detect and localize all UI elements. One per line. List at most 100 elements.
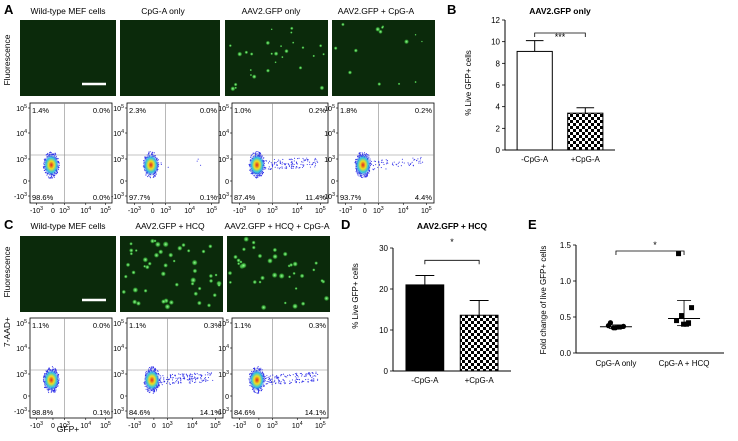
quadrant-ur-label: 0.3%	[204, 321, 221, 330]
quadrant-ll-label: 93.7%	[340, 193, 362, 202]
event-dot	[194, 373, 196, 375]
significance-bracket	[615, 250, 685, 255]
event-dot	[420, 162, 422, 164]
event-dot	[308, 373, 310, 375]
event-dot	[188, 382, 190, 384]
event-dot	[295, 167, 297, 169]
event-dot	[412, 164, 414, 166]
event-dot	[317, 378, 319, 380]
event-dot	[289, 382, 292, 384]
gfp-cell	[403, 38, 410, 45]
event-dot	[409, 163, 412, 166]
event-dot	[315, 158, 317, 161]
event-dot	[160, 376, 162, 378]
micrograph-7	[227, 236, 330, 312]
y-tick-label: 30	[379, 244, 388, 253]
y-tick-label: -103	[111, 192, 124, 201]
y-tick-label: 104	[324, 129, 335, 138]
y-tick-label: 104	[16, 344, 27, 353]
event-dot	[167, 381, 169, 383]
event-dot	[186, 379, 188, 381]
event-dot	[155, 173, 157, 175]
event-dot	[185, 373, 187, 375]
event-dot	[315, 375, 317, 377]
event-dot	[270, 381, 272, 383]
event-dot	[314, 157, 316, 159]
event-dot	[290, 164, 292, 166]
event-dot	[266, 380, 268, 383]
event-dot	[200, 378, 202, 380]
event-dot	[383, 163, 385, 166]
event-dot	[288, 374, 291, 376]
event-dot	[264, 380, 266, 382]
event-dot	[261, 388, 263, 390]
c-col-title-3: AAV2.GFP + HCQ + CpG-A	[224, 221, 329, 231]
event-dot	[360, 175, 362, 177]
quadrant-lr-label: 0.1%	[93, 408, 110, 417]
event-dot	[309, 372, 311, 374]
event-dot	[269, 168, 271, 170]
density-core	[354, 154, 371, 176]
x-tick-label: 105	[315, 206, 326, 215]
event-dot	[158, 384, 160, 386]
event-dot	[148, 366, 151, 369]
event-dot	[301, 374, 303, 376]
event-dot	[200, 374, 202, 376]
event-dot	[274, 376, 276, 378]
panel-d-bar-chart: AAV2.GFP + HCQ % Live GFP+ cells * 0 10 20…	[351, 221, 511, 385]
event-dot	[268, 381, 270, 383]
event-dot	[366, 175, 368, 177]
x-tick-label: 105	[206, 206, 217, 215]
event-dot	[314, 161, 316, 163]
event-dot	[367, 154, 369, 156]
quadrant-ur-label: 0.0%	[93, 106, 110, 115]
event-dot	[314, 164, 316, 166]
y-tick-label: 0	[23, 394, 27, 401]
gfp-cell	[196, 300, 202, 306]
event-dot	[250, 156, 252, 158]
event-dot	[302, 164, 304, 166]
event-dot	[159, 381, 162, 383]
event-dot	[306, 159, 309, 161]
event-dot	[50, 175, 53, 177]
event-dot	[258, 151, 261, 154]
event-dot	[375, 164, 377, 166]
event-dot	[306, 163, 308, 166]
event-dot	[408, 164, 410, 167]
event-dot	[385, 168, 387, 170]
x-tick-label: -103	[233, 206, 246, 215]
event-dot	[149, 177, 152, 179]
event-dot	[157, 370, 159, 372]
event-dot	[201, 374, 203, 377]
y-tick-label: 103	[218, 370, 229, 379]
gfp-cell	[378, 29, 383, 35]
bar-2	[459, 314, 499, 372]
event-dot	[195, 381, 197, 383]
gfp-cell	[279, 44, 283, 48]
event-dot	[177, 377, 179, 379]
event-dot	[177, 381, 179, 384]
gfp-cell	[227, 270, 233, 276]
quadrant-lr-label: 0.0%	[93, 193, 110, 202]
gfp-cell	[230, 85, 236, 92]
gfp-cell	[149, 238, 156, 244]
event-dot	[258, 391, 260, 393]
panel-letter-c: C	[4, 217, 14, 232]
event-dot	[274, 166, 276, 168]
event-dot	[282, 379, 284, 381]
event-dot	[276, 377, 278, 380]
event-dot	[47, 152, 49, 154]
panel-d-title: AAV2.GFP + HCQ	[417, 221, 488, 231]
x-tick-label: 0	[257, 208, 261, 215]
event-dot	[178, 373, 180, 375]
gfp-cell	[239, 260, 243, 264]
gfp-cell	[312, 268, 316, 272]
x-tick-label: 104	[292, 421, 303, 430]
event-dot	[52, 367, 54, 369]
event-dot	[194, 379, 197, 381]
panel-e-ylabel: Fold change of live GFP+ cells	[539, 246, 548, 355]
x-tick-label: 0	[51, 208, 55, 215]
event-dot	[163, 381, 165, 383]
event-dot	[160, 378, 162, 380]
y-tick-label: -103	[322, 192, 335, 201]
